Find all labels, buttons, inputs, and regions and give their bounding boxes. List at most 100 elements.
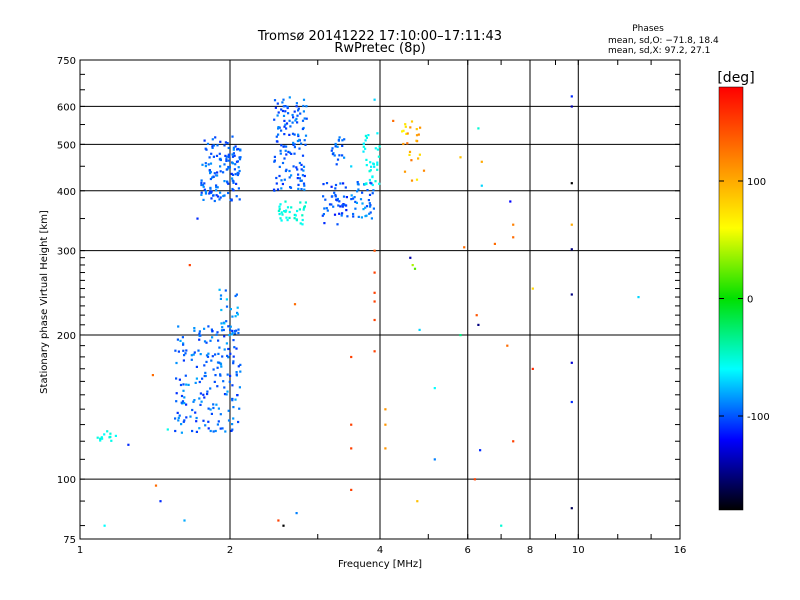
data-point xyxy=(408,150,412,153)
data-point xyxy=(231,173,235,176)
data-point xyxy=(359,198,363,201)
data-point xyxy=(182,420,185,423)
data-point xyxy=(477,127,480,130)
y-tick-label: 75 xyxy=(63,535,76,546)
data-point xyxy=(370,165,373,168)
chart-title: Tromsø 20141222 17:10:00–17:11:43 xyxy=(257,29,502,44)
data-point xyxy=(199,403,202,406)
data-point xyxy=(193,327,196,330)
data-point xyxy=(230,333,233,336)
data-point xyxy=(274,106,277,109)
data-point xyxy=(192,400,195,403)
data-point xyxy=(408,153,411,156)
data-point xyxy=(179,339,182,342)
data-point xyxy=(191,429,194,433)
data-point xyxy=(362,142,365,145)
data-point xyxy=(350,165,353,168)
data-point xyxy=(282,114,286,117)
data-point xyxy=(231,153,234,156)
data-point xyxy=(202,185,205,188)
data-point xyxy=(301,154,305,157)
data-point xyxy=(297,107,300,110)
data-point xyxy=(200,183,203,187)
data-point xyxy=(222,328,225,332)
data-point xyxy=(374,180,377,183)
data-point xyxy=(365,136,368,139)
data-point xyxy=(333,154,336,157)
data-point xyxy=(344,186,347,189)
data-point xyxy=(225,159,228,162)
data-point xyxy=(109,432,112,435)
data-point xyxy=(215,184,218,187)
data-point xyxy=(406,142,409,145)
data-point xyxy=(293,110,296,113)
data-point xyxy=(331,195,334,198)
data-point xyxy=(214,353,217,356)
data-point xyxy=(235,293,238,296)
data-point xyxy=(232,362,235,365)
data-point xyxy=(178,414,181,417)
data-point xyxy=(204,371,207,374)
data-point xyxy=(276,102,279,105)
data-point xyxy=(227,347,230,351)
data-point xyxy=(180,423,183,426)
data-point xyxy=(637,296,640,299)
data-point xyxy=(282,145,285,148)
data-point xyxy=(201,184,204,187)
data-point xyxy=(236,306,239,309)
data-point xyxy=(285,153,288,156)
data-point xyxy=(342,195,346,198)
data-point xyxy=(205,341,208,344)
data-point xyxy=(238,407,241,410)
data-point xyxy=(570,223,573,226)
data-point xyxy=(288,216,291,219)
data-point xyxy=(362,208,365,211)
data-point xyxy=(376,148,379,151)
data-point xyxy=(219,413,222,416)
data-point xyxy=(216,423,219,426)
data-point xyxy=(335,163,338,166)
data-points xyxy=(96,95,640,527)
data-point xyxy=(331,147,334,150)
data-point xyxy=(278,165,281,168)
data-point xyxy=(185,416,188,419)
data-point xyxy=(235,347,238,350)
data-point xyxy=(287,112,290,115)
data-point xyxy=(285,216,288,219)
data-point xyxy=(298,161,301,165)
data-point xyxy=(369,211,372,214)
data-point xyxy=(361,191,364,194)
data-point xyxy=(231,179,234,182)
data-point xyxy=(282,524,285,527)
data-point xyxy=(509,200,512,203)
data-point xyxy=(299,179,302,182)
data-point xyxy=(214,136,217,139)
y-tick-label: 400 xyxy=(57,187,76,198)
data-point xyxy=(570,105,573,108)
data-point xyxy=(328,203,332,206)
data-point xyxy=(205,360,208,363)
data-point xyxy=(205,354,209,357)
data-point xyxy=(207,407,210,410)
data-point xyxy=(209,190,212,193)
data-point xyxy=(225,342,228,345)
data-point xyxy=(364,215,367,218)
data-point xyxy=(208,192,211,195)
data-point xyxy=(570,507,573,510)
data-point xyxy=(218,152,221,155)
data-point xyxy=(340,214,343,217)
data-point xyxy=(336,197,339,201)
data-point xyxy=(531,287,534,290)
data-point xyxy=(235,329,238,332)
data-point xyxy=(343,203,346,206)
data-point xyxy=(475,314,478,317)
data-point xyxy=(273,160,276,163)
data-point xyxy=(237,365,240,368)
y-tick-label: 200 xyxy=(57,331,76,342)
data-point xyxy=(204,192,208,195)
data-point xyxy=(343,156,346,159)
data-point xyxy=(219,294,223,297)
data-point xyxy=(289,125,292,128)
data-point xyxy=(204,165,207,168)
data-point xyxy=(184,352,187,355)
